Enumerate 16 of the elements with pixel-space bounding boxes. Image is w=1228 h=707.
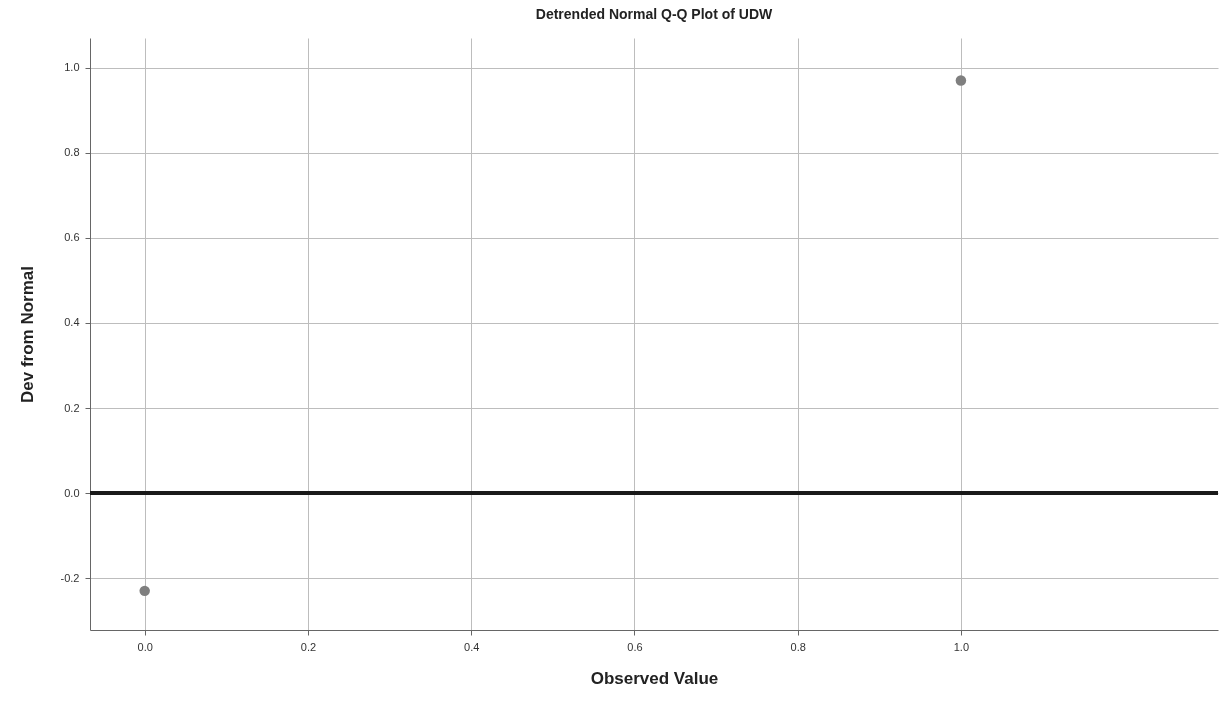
x-tick-label: 0.8	[790, 640, 806, 653]
x-tick-label: 0.6	[627, 640, 643, 653]
y-tick-label: 0.8	[64, 146, 80, 159]
y-axis-title: Dev from Normal	[17, 266, 37, 403]
y-tick-label: -0.2	[60, 571, 80, 584]
x-tick-label: 1.0	[953, 640, 970, 653]
chart-title: Detrended Normal Q-Q Plot of UDW	[535, 6, 774, 22]
x-tick-label: 0.2	[300, 640, 317, 653]
y-tick-label: 0.2	[64, 401, 80, 414]
x-tick-label: 0.4	[464, 640, 480, 653]
y-tick-label: 0.6	[64, 231, 80, 244]
y-tick-label: 0.4	[64, 316, 80, 329]
y-tick-label: 1.0	[64, 61, 80, 74]
x-axis-title: Observed Value	[590, 668, 719, 688]
y-tick-label: 0.0	[64, 486, 80, 499]
x-tick-label: 0.0	[137, 640, 153, 653]
